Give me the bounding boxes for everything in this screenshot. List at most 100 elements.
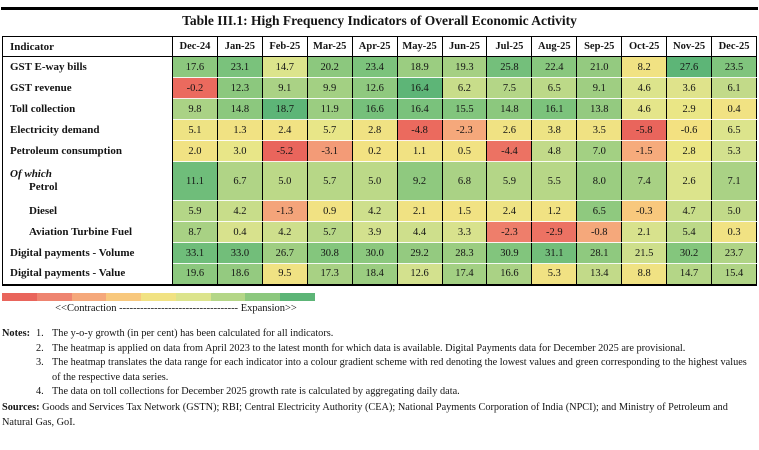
heatmap-cell: 13.4 xyxy=(576,263,623,285)
heatmap-cell: 0.9 xyxy=(307,200,353,222)
column-header-month: Nov-25 xyxy=(666,36,713,57)
heatmap-cell: 9.8 xyxy=(172,98,218,120)
heatmap-cell: -0.3 xyxy=(621,200,668,222)
heatmap-cell: 5.0 xyxy=(352,161,398,201)
note-item: 4. The data on toll collections for Dece… xyxy=(2,385,756,400)
heatmap-cell: 9.1 xyxy=(576,77,623,99)
note-item: Notes: 1. The y-o-y growth (in per cent)… xyxy=(2,327,756,342)
heatmap-cell: 6.7 xyxy=(217,161,263,201)
heatmap-cell: 16.6 xyxy=(352,98,398,120)
heatmap-cell: 1.5 xyxy=(442,200,488,222)
legend-expansion-label: Expansion>> xyxy=(240,303,297,314)
heatmap-cell: 5.4 xyxy=(666,221,713,243)
page-title: Table III.1: High Frequency Indicators o… xyxy=(182,13,577,28)
note-text: The data on toll collections for Decembe… xyxy=(52,386,460,398)
heatmap-cell: -1.3 xyxy=(262,200,308,222)
note-item: 2. The heatmap is applied on data from A… xyxy=(2,342,756,357)
heatmap-cell: 14.7 xyxy=(666,263,713,285)
row-label: Petroleum consumption xyxy=(2,140,173,162)
heatmap-cell: 17.6 xyxy=(172,56,218,78)
heatmap-cell: 3.8 xyxy=(531,119,578,141)
heatmap-cell: 2.4 xyxy=(486,200,533,222)
heatmap-cell: 23.1 xyxy=(217,56,263,78)
heatmap-cell: 1.2 xyxy=(531,200,578,222)
table-row: Petroleum consumption 2.0 3.0 -5.2 -3.1 0.2 1.… xyxy=(2,140,757,162)
heatmap-cell: 18.4 xyxy=(352,263,398,285)
heatmap-cell: 2.4 xyxy=(262,119,308,141)
heatmap-cell: 0.5 xyxy=(442,140,488,162)
row-label-prefix: Of which xyxy=(10,168,52,181)
heatmap-cell: 12.6 xyxy=(352,77,398,99)
heatmap-cell: 17.3 xyxy=(307,263,353,285)
heatmap-cell: 5.0 xyxy=(711,200,757,222)
heatmap-cell: 2.1 xyxy=(397,200,443,222)
heatmap-cell: 5.1 xyxy=(172,119,218,141)
heatmap-cell: 28.1 xyxy=(576,242,623,264)
heatmap-cell: 5.0 xyxy=(262,161,308,201)
heatmap-cell: -2.3 xyxy=(442,119,488,141)
legend-color-segment xyxy=(280,293,316,301)
row-label: Digital payments - Volume xyxy=(2,242,173,264)
heatmap-cell: 5.9 xyxy=(486,161,533,201)
heatmap-cell: 5.7 xyxy=(307,161,353,201)
heatmap-cell: 21.5 xyxy=(621,242,668,264)
column-header-month: May-25 xyxy=(396,36,443,57)
heatmap-cell: 4.2 xyxy=(217,200,263,222)
heatmap-cell: 9.1 xyxy=(262,77,308,99)
heatmap-cell: -0.8 xyxy=(576,221,623,243)
legend-color-segment xyxy=(175,293,211,301)
heatmap-cell: 9.2 xyxy=(397,161,443,201)
heatmap-cell: 3.5 xyxy=(576,119,623,141)
heatmap-cell: 0.3 xyxy=(711,221,757,243)
legend-contraction-label: <<Contraction xyxy=(55,303,117,314)
heatmap-cell: 11.1 xyxy=(172,161,218,201)
heatmap-cell: 21.0 xyxy=(576,56,623,78)
heatmap-cell: 8.0 xyxy=(576,161,623,201)
note-text: The heatmap is applied on data from Apri… xyxy=(52,342,686,354)
row-label: Toll collection xyxy=(2,98,173,120)
heatmap-cell: 9.9 xyxy=(307,77,353,99)
column-header-month: Jan-25 xyxy=(216,36,263,57)
sources-text: Goods and Services Tax Network (GSTN); R… xyxy=(2,402,728,428)
heatmap-cell: 15.5 xyxy=(442,98,488,120)
heatmap-cell: 14.7 xyxy=(262,56,308,78)
legend-color-segment xyxy=(106,293,142,301)
heatmap-cell: -3.1 xyxy=(307,140,353,162)
heatmap-cell: 18.6 xyxy=(217,263,263,285)
heatmap-cell: 6.5 xyxy=(576,200,623,222)
heatmap-cell: 25.8 xyxy=(486,56,533,78)
row-label: Aviation Turbine Fuel xyxy=(2,221,173,243)
heatmap-cell: 2.0 xyxy=(172,140,218,162)
row-label: Of which Petrol xyxy=(2,161,173,201)
column-header-month: Aug-25 xyxy=(531,36,578,57)
row-label-sub: Petrol xyxy=(29,181,58,193)
heatmap-cell: 15.4 xyxy=(711,263,757,285)
table-row: Digital payments - Volume 33.1 33.0 26.7 30.… xyxy=(2,242,757,264)
heatmap-cell: 23.4 xyxy=(352,56,398,78)
heatmap-color-legend xyxy=(2,293,316,301)
header-row: Indicator Dec-24 Jan-25 Feb-25 Mar-25 Apr-25 M… xyxy=(2,36,757,57)
heatmap-cell: 4.4 xyxy=(397,221,443,243)
column-header-indicator: Indicator xyxy=(2,36,173,57)
heatmap-cell: 7.0 xyxy=(576,140,623,162)
legend-caption: <<Contraction --------------------------… xyxy=(2,303,350,314)
heatmap-cell: 0.4 xyxy=(217,221,263,243)
heatmap-cell: 3.0 xyxy=(217,140,263,162)
heatmap-cell: 31.1 xyxy=(531,242,578,264)
heatmap-cell: 1.1 xyxy=(397,140,443,162)
legend-color-segment xyxy=(141,293,176,301)
heatmap-cell: -4.8 xyxy=(397,119,443,141)
row-label: GST E-way bills xyxy=(2,56,173,78)
heatmap-cell: 26.7 xyxy=(262,242,308,264)
heatmap-cell: 30.0 xyxy=(352,242,398,264)
legend-color-segment xyxy=(71,293,107,301)
note-number: 4. xyxy=(36,386,44,398)
table-row: GST E-way bills 17.6 23.1 14.7 20.2 23.4 18.9 1… xyxy=(2,56,757,78)
heatmap-cell: 6.5 xyxy=(711,119,757,141)
heatmap-cell: -0.6 xyxy=(666,119,713,141)
heatmap-cell: 11.9 xyxy=(307,98,353,120)
heatmap-cell: 2.8 xyxy=(352,119,398,141)
heatmap-cell: 29.2 xyxy=(397,242,443,264)
heatmap-cell: -5.2 xyxy=(262,140,308,162)
